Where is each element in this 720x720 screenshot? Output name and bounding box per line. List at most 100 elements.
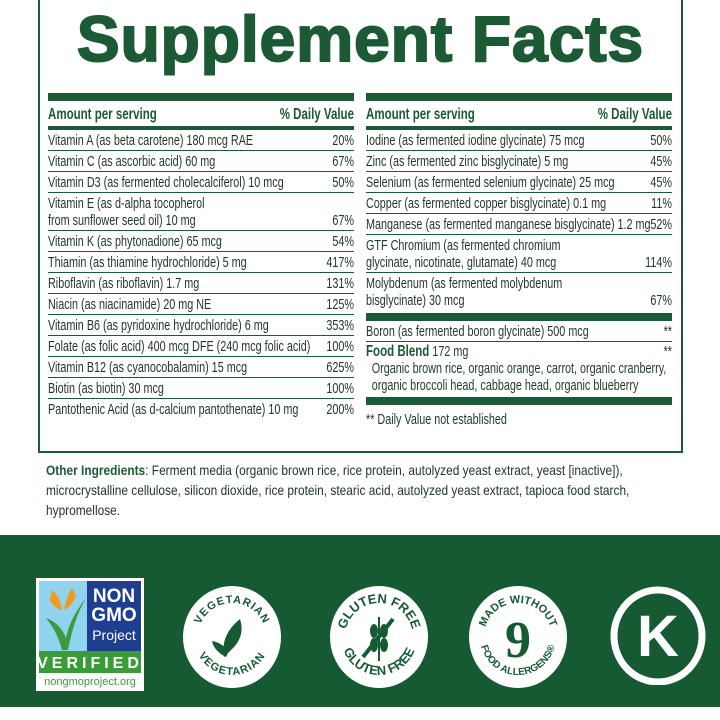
table-row: Riboflavin (as riboflavin) 1.7 mg 131%: [48, 272, 354, 293]
checkmark-icon: [46, 598, 86, 650]
table-row: Vitamin A (as beta carotene) 180 mcg RAE…: [48, 130, 354, 150]
crossed-wheat-icon: [361, 617, 395, 661]
verified-text: VERIFIED: [37, 655, 143, 672]
nutrient-name: Biotin (as biotin) 30 mcg: [48, 380, 164, 397]
nutrient-dv: 67%: [332, 212, 354, 229]
nutrient-dv: 45%: [650, 153, 672, 170]
divider: [48, 93, 354, 101]
table-row: Vitamin B12 (as cyanocobalamin) 15 mcg 62…: [48, 356, 354, 377]
table-row: Thiamin (as thiamine hydrochloride) 5 mg…: [48, 251, 354, 272]
nongmo-url: nongmoproject.org: [44, 676, 136, 688]
vegetarian-badge: VEGETARIAN VEGETARIAN: [183, 586, 281, 688]
allergen-count: 9: [505, 612, 531, 669]
nutrient-name: Manganese (as fermented manganese bisgly…: [366, 216, 651, 233]
nutrient-dv: 625%: [326, 359, 354, 376]
nutrient-name: Folate (as folic acid) 400 mcg DFE (240 …: [48, 338, 311, 355]
nutrient-dv: 131%: [326, 275, 354, 292]
nutrient-name: Niacin (as niacinamide) 20 mg NE: [48, 296, 212, 313]
header-dv: % Daily Value: [597, 105, 672, 123]
nutrient-dv: 45%: [650, 174, 672, 191]
table-row: Vitamin C (as ascorbic acid) 60 mg 67%: [48, 150, 354, 171]
nutrient-dv: 114%: [645, 254, 672, 271]
divider: [366, 397, 672, 405]
table-row: Molybdenum (as fermented molybdenum bisg…: [366, 272, 672, 310]
nutrient-name: Vitamin D3 (as fermented cholecalciferol…: [48, 174, 284, 191]
nutrient-dv: 50%: [650, 132, 672, 149]
nutrient-name: Vitamin C (as ascorbic acid) 60 mg: [48, 153, 216, 170]
food-blend-description: Organic brown rice, organic orange, carr…: [371, 360, 667, 394]
food-blend-amount: 172 mg: [429, 343, 469, 360]
nutrient-name: GTF Chromium (as fermented chromium glyc…: [366, 237, 561, 271]
nutrient-name: Boron (as fermented boron glycinate) 500…: [366, 323, 589, 340]
nutrient-name: Vitamin B12 (as cyanocobalamin) 15 mcg: [48, 359, 248, 376]
gluten-free-badge: GLUTEN FREE GLUTEN FREE: [330, 586, 428, 688]
table-header: Amount per serving % Daily Value: [48, 101, 354, 126]
food-blend-label: Food Blend: [366, 343, 430, 360]
table-row: Manganese (as fermented manganese bisgly…: [366, 213, 672, 234]
divider: [366, 93, 672, 101]
nutrient-dv: 100%: [326, 338, 354, 355]
divider: [48, 126, 354, 130]
table-row: Folate (as folic acid) 400 mcg DFE (240 …: [48, 335, 354, 356]
food-blend-dv: **: [663, 343, 672, 360]
nutrient-dv: 100%: [326, 380, 354, 397]
nutrient-name: Thiamin (as thiamine hydrochloride) 5 mg: [48, 254, 247, 271]
nutrient-dv: 20%: [332, 132, 354, 149]
nutrient-dv: 54%: [332, 233, 354, 250]
allergen-free-badge: MADE WITHOUT FOOD ALLERGENS® 9: [469, 586, 567, 688]
nutrient-name: Vitamin K (as phytonadione) 65 mcg: [48, 233, 222, 250]
table-row: Boron (as fermented boron glycinate) 500…: [366, 321, 672, 341]
facts-table-right: Amount per serving % Daily Value Iodine …: [366, 93, 672, 429]
table-row: Copper (as fermented copper bisglycinate…: [366, 192, 672, 213]
nutrient-dv: 67%: [650, 292, 672, 309]
nutrient-dv: 353%: [326, 317, 354, 334]
butterfly-icon: [50, 588, 76, 610]
kosher-badge: K: [610, 586, 706, 685]
facts-table-left: Amount per serving % Daily Value Vitamin…: [48, 93, 354, 419]
nutrient-name: Riboflavin (as riboflavin) 1.7 mg: [48, 275, 200, 292]
table-row: Zinc (as fermented zinc bisglycinate) 5 …: [366, 150, 672, 171]
table-row: Vitamin D3 (as fermented cholecalciferol…: [48, 171, 354, 192]
table-row: Vitamin E (as d-alpha tocopherol from su…: [48, 192, 354, 230]
nutrient-dv: 417%: [326, 254, 354, 271]
nutrient-name: Vitamin B6 (as pyridoxine hydrochloride)…: [48, 317, 269, 334]
table-row: Niacin (as niacinamide) 20 mg NE 125%: [48, 293, 354, 314]
divider: [366, 313, 672, 321]
table-header: Amount per serving % Daily Value: [366, 101, 672, 126]
nutrient-dv: 67%: [332, 153, 354, 170]
divider: [366, 126, 672, 130]
table-row: Vitamin B6 (as pyridoxine hydrochloride)…: [48, 314, 354, 335]
nutrient-name: Molybdenum (as fermented molybdenum bisg…: [366, 275, 563, 309]
nutrient-dv: 52%: [650, 216, 672, 233]
other-ingredients-label: Other Ingredients: [46, 462, 146, 478]
header-dv: % Daily Value: [279, 105, 354, 123]
table-row: Iodine (as fermented iodine glycinate) 7…: [366, 130, 672, 150]
leaf-icon: [212, 619, 242, 657]
other-ingredients: Other Ingredients: Ferment media (organi…: [46, 460, 672, 520]
nutrient-name: Vitamin E (as d-alpha tocopherol from su…: [48, 195, 205, 229]
table-row: Biotin (as biotin) 30 mcg 100%: [48, 377, 354, 398]
nutrient-name: Zinc (as fermented zinc bisglycinate) 5 …: [366, 153, 569, 170]
nutrient-dv: **: [663, 323, 672, 340]
table-row: Selenium (as fermented selenium glycinat…: [366, 171, 672, 192]
footnote: ** Daily Value not established: [366, 411, 507, 428]
supplement-facts-panel: Supplement Facts: [38, 0, 683, 453]
nongmo-text: GMO: [91, 605, 136, 626]
table-row: GTF Chromium (as fermented chromium glyc…: [366, 234, 672, 272]
nutrient-dv: 11%: [651, 195, 672, 212]
nutrient-dv: 125%: [326, 296, 354, 313]
nongmo-text: Project: [92, 627, 136, 643]
table-row: Vitamin K (as phytonadione) 65 mcg 54%: [48, 230, 354, 251]
nutrient-name: Vitamin A (as beta carotene) 180 mcg RAE: [48, 132, 254, 149]
food-blend: Food Blend 172 mg ** Organic brown rice,…: [366, 341, 672, 397]
nutrient-name: Copper (as fermented copper bisglycinate…: [366, 195, 607, 212]
table-row: Pantothenic Acid (as d-calcium pantothen…: [48, 398, 354, 419]
header-amount: Amount per serving: [366, 105, 475, 123]
page-title: Supplement Facts: [76, 3, 645, 75]
nutrient-name: Pantothenic Acid (as d-calcium pantothen…: [48, 401, 299, 418]
nutrient-dv: 200%: [326, 401, 354, 418]
certification-band: NON GMO Project VERIFIED nongmoproject.o…: [0, 535, 720, 707]
kosher-k-icon: K: [637, 604, 679, 669]
other-ingredients-text: : Ferment media (organic brown rice, ric…: [46, 462, 630, 518]
nutrient-name: Iodine (as fermented iodine glycinate) 7…: [366, 132, 585, 149]
